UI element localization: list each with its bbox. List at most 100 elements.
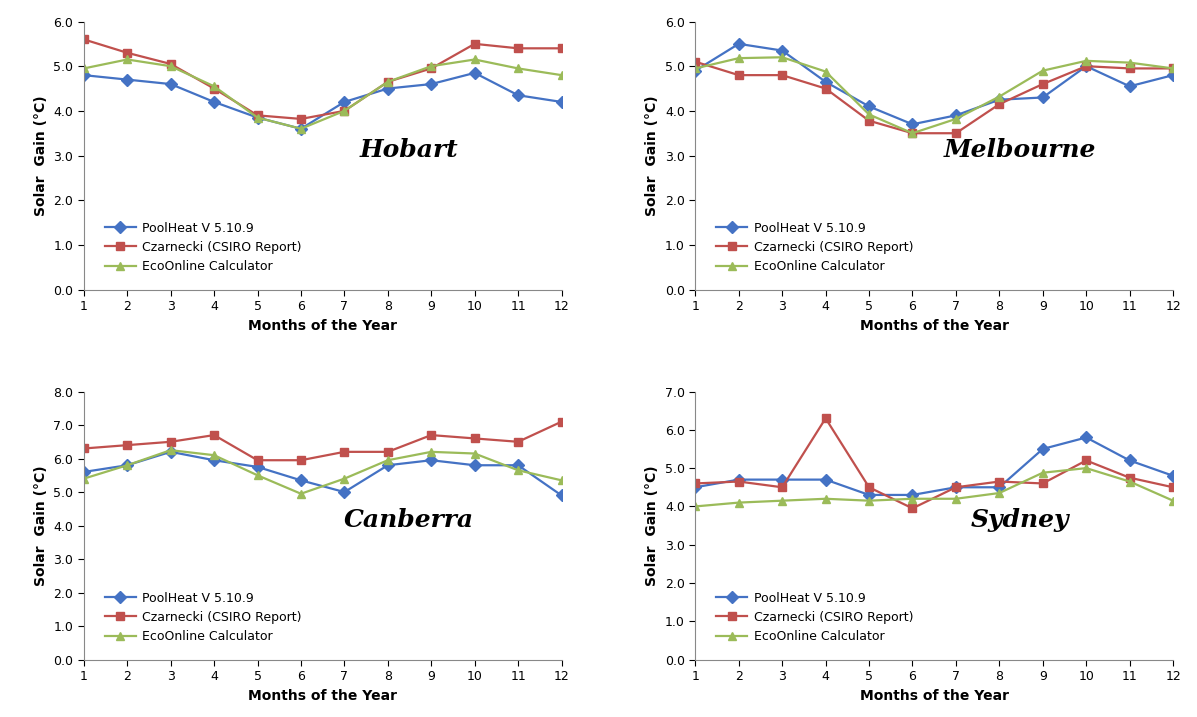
Czarnecki (CSIRO Report) (424, 431, 438, 440)
Y-axis label: Solar  Gain (°C): Solar Gain (°C) (34, 465, 48, 586)
EcoOnline Calculator (293, 125, 308, 133)
Czarnecki (CSIRO Report) (338, 447, 352, 456)
Czarnecki (CSIRO Report) (250, 456, 265, 465)
Czarnecki (CSIRO Report) (468, 39, 482, 48)
EcoOnline Calculator (688, 64, 703, 72)
Line: EcoOnline Calculator: EcoOnline Calculator (80, 446, 566, 498)
Line: Czarnecki (CSIRO Report): Czarnecki (CSIRO Report) (80, 35, 566, 123)
Czarnecki (CSIRO Report) (774, 483, 789, 492)
EcoOnline Calculator (207, 82, 221, 90)
EcoOnline Calculator (207, 451, 221, 460)
PoolHeat V 5.10.9 (554, 98, 569, 106)
EcoOnline Calculator (949, 115, 964, 123)
Czarnecki (CSIRO Report) (511, 437, 525, 446)
PoolHeat V 5.10.9 (77, 467, 91, 476)
Legend: PoolHeat V 5.10.9, Czarnecki (CSIRO Report), EcoOnline Calculator: PoolHeat V 5.10.9, Czarnecki (CSIRO Repo… (99, 217, 306, 278)
PoolHeat V 5.10.9 (1035, 445, 1050, 453)
PoolHeat V 5.10.9 (774, 47, 789, 55)
Czarnecki (CSIRO Report) (554, 417, 569, 426)
PoolHeat V 5.10.9 (1123, 82, 1137, 90)
PoolHeat V 5.10.9 (338, 98, 352, 106)
PoolHeat V 5.10.9 (207, 98, 221, 106)
Czarnecki (CSIRO Report) (774, 71, 789, 80)
Czarnecki (CSIRO Report) (731, 71, 746, 80)
Czarnecki (CSIRO Report) (905, 129, 919, 138)
EcoOnline Calculator (731, 498, 746, 507)
EcoOnline Calculator (381, 77, 395, 86)
Line: Czarnecki (CSIRO Report): Czarnecki (CSIRO Report) (80, 417, 566, 465)
Line: PoolHeat V 5.10.9: PoolHeat V 5.10.9 (80, 69, 566, 133)
PoolHeat V 5.10.9 (381, 84, 395, 92)
Czarnecki (CSIRO Report) (164, 437, 178, 446)
EcoOnline Calculator (77, 64, 91, 72)
EcoOnline Calculator (77, 475, 91, 483)
PoolHeat V 5.10.9 (164, 447, 178, 456)
Legend: PoolHeat V 5.10.9, Czarnecki (CSIRO Report), EcoOnline Calculator: PoolHeat V 5.10.9, Czarnecki (CSIRO Repo… (711, 217, 918, 278)
EcoOnline Calculator (1166, 64, 1180, 72)
Line: EcoOnline Calculator: EcoOnline Calculator (691, 53, 1177, 138)
EcoOnline Calculator (293, 490, 308, 498)
PoolHeat V 5.10.9 (120, 75, 134, 84)
PoolHeat V 5.10.9 (250, 462, 265, 471)
PoolHeat V 5.10.9 (293, 476, 308, 485)
EcoOnline Calculator (511, 64, 525, 72)
Text: Hobart: Hobart (359, 138, 458, 162)
PoolHeat V 5.10.9 (468, 461, 482, 470)
Czarnecki (CSIRO Report) (77, 445, 91, 453)
PoolHeat V 5.10.9 (688, 483, 703, 492)
EcoOnline Calculator (381, 456, 395, 465)
Czarnecki (CSIRO Report) (77, 35, 91, 44)
PoolHeat V 5.10.9 (949, 483, 964, 492)
EcoOnline Calculator (774, 496, 789, 505)
Czarnecki (CSIRO Report) (554, 44, 569, 52)
PoolHeat V 5.10.9 (819, 475, 833, 484)
Czarnecki (CSIRO Report) (1078, 456, 1093, 465)
Czarnecki (CSIRO Report) (381, 447, 395, 456)
Czarnecki (CSIRO Report) (688, 479, 703, 488)
PoolHeat V 5.10.9 (862, 102, 876, 110)
Czarnecki (CSIRO Report) (381, 77, 395, 86)
Czarnecki (CSIRO Report) (293, 456, 308, 465)
PoolHeat V 5.10.9 (338, 488, 352, 496)
Czarnecki (CSIRO Report) (1123, 64, 1137, 72)
EcoOnline Calculator (164, 446, 178, 455)
PoolHeat V 5.10.9 (511, 91, 525, 100)
EcoOnline Calculator (554, 71, 569, 80)
EcoOnline Calculator (1166, 496, 1180, 505)
PoolHeat V 5.10.9 (468, 69, 482, 77)
X-axis label: Months of the Year: Months of the Year (859, 318, 1009, 333)
Y-axis label: Solar  Gain (°C): Solar Gain (°C) (645, 95, 660, 216)
EcoOnline Calculator (554, 476, 569, 485)
Czarnecki (CSIRO Report) (1166, 64, 1180, 72)
PoolHeat V 5.10.9 (731, 475, 746, 484)
Czarnecki (CSIRO Report) (992, 100, 1007, 108)
EcoOnline Calculator (1035, 67, 1050, 75)
Line: Czarnecki (CSIRO Report): Czarnecki (CSIRO Report) (691, 57, 1177, 138)
EcoOnline Calculator (424, 62, 438, 70)
PoolHeat V 5.10.9 (905, 490, 919, 499)
PoolHeat V 5.10.9 (250, 113, 265, 122)
PoolHeat V 5.10.9 (1078, 433, 1093, 442)
EcoOnline Calculator (862, 110, 876, 119)
EcoOnline Calculator (164, 62, 178, 70)
Czarnecki (CSIRO Report) (949, 129, 964, 138)
Czarnecki (CSIRO Report) (120, 441, 134, 450)
Czarnecki (CSIRO Report) (1123, 473, 1137, 482)
EcoOnline Calculator (338, 475, 352, 483)
Text: Canberra: Canberra (344, 508, 474, 532)
EcoOnline Calculator (774, 53, 789, 62)
Czarnecki (CSIRO Report) (1035, 80, 1050, 88)
EcoOnline Calculator (862, 496, 876, 505)
Czarnecki (CSIRO Report) (250, 111, 265, 120)
Czarnecki (CSIRO Report) (905, 504, 919, 513)
EcoOnline Calculator (250, 113, 265, 122)
Line: Czarnecki (CSIRO Report): Czarnecki (CSIRO Report) (691, 414, 1177, 513)
PoolHeat V 5.10.9 (862, 490, 876, 499)
X-axis label: Months of the Year: Months of the Year (248, 318, 397, 333)
Czarnecki (CSIRO Report) (819, 84, 833, 92)
EcoOnline Calculator (731, 54, 746, 62)
Czarnecki (CSIRO Report) (992, 478, 1007, 486)
PoolHeat V 5.10.9 (424, 456, 438, 465)
Czarnecki (CSIRO Report) (862, 116, 876, 125)
Czarnecki (CSIRO Report) (207, 84, 221, 92)
